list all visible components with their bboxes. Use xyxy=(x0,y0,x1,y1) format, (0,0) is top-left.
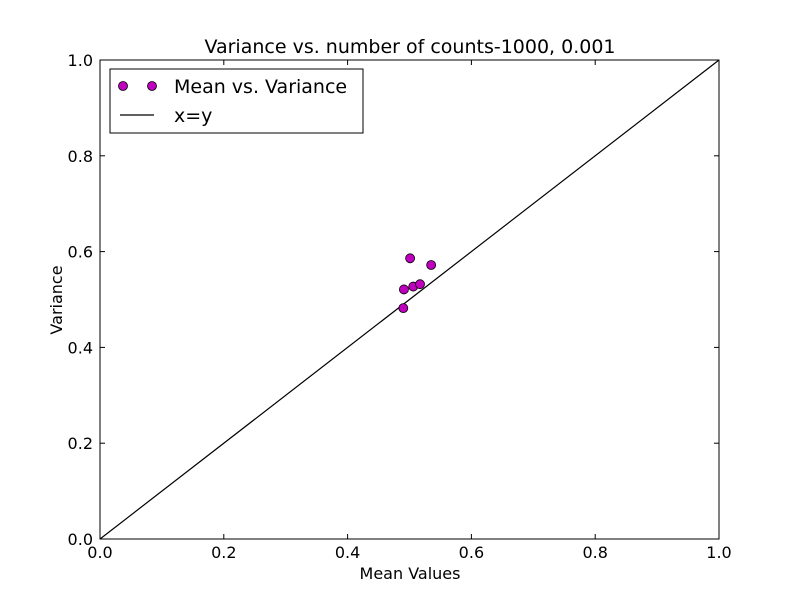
x-tick-label-1: 0.2 xyxy=(211,543,236,562)
y-tick-label-1: 0.2 xyxy=(68,434,93,453)
data-point-0 xyxy=(398,303,409,314)
data-point-2 xyxy=(405,253,416,264)
data-point-5 xyxy=(426,260,437,270)
legend-marker-left xyxy=(118,81,128,91)
data-point-1 xyxy=(399,284,409,295)
y-tick-label-2: 0.4 xyxy=(68,338,93,357)
y-axis-label: Variance xyxy=(47,265,66,334)
x-tick-label-2: 0.4 xyxy=(335,543,360,562)
y-tick-label-5: 1.0 xyxy=(68,51,93,70)
series-line-1 xyxy=(99,59,720,540)
legend: Mean vs. Variance x=y xyxy=(109,68,364,134)
x-tick-label-4: 0.8 xyxy=(582,543,607,562)
y-tick-label-0: 0.0 xyxy=(68,530,93,549)
legend-label-line: x=y xyxy=(174,105,212,127)
plot-area: 0.0 0.2 0.4 0.6 0.8 1.0 0.0 0.2 0.4 0.6 0.8 1.0 xyxy=(68,51,732,562)
legend-box xyxy=(109,68,364,134)
data-point-4 xyxy=(415,279,425,290)
x-tick-label-5: 1.0 xyxy=(706,543,731,562)
y-tick-label-4: 0.8 xyxy=(68,147,93,166)
legend-label-scatter: Mean vs. Variance xyxy=(174,76,347,98)
legend-marker-right xyxy=(147,81,157,91)
x-tick-label-3: 0.6 xyxy=(459,543,484,562)
axes-frame xyxy=(99,59,720,540)
chart-title: Variance vs. number of counts-1000, 0.00… xyxy=(204,36,615,58)
x-axis-label: Mean Values xyxy=(360,564,461,583)
x-tick-label-0: 0.0 xyxy=(87,543,112,562)
y-tick-label-3: 0.6 xyxy=(68,243,93,262)
